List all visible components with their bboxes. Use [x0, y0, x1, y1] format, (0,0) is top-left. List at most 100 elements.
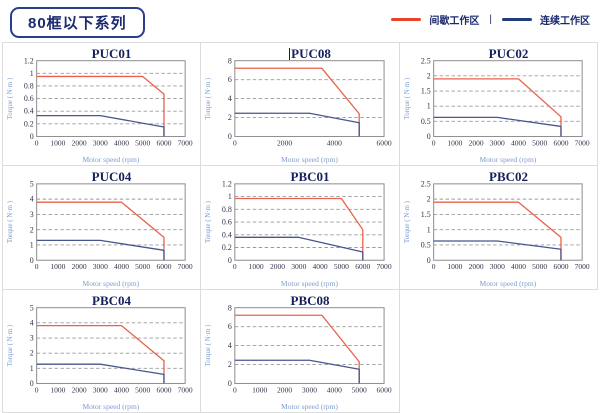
svg-text:3000: 3000: [93, 262, 108, 271]
svg-text:Torque ( N·m ): Torque ( N·m ): [204, 201, 212, 243]
svg-text:1.5: 1.5: [421, 87, 431, 96]
svg-text:4000: 4000: [114, 262, 129, 271]
svg-text:1000: 1000: [447, 138, 462, 147]
svg-text:0: 0: [228, 132, 232, 141]
svg-text:2: 2: [30, 225, 34, 234]
svg-text:6000: 6000: [377, 138, 392, 147]
svg-text:6000: 6000: [156, 262, 171, 271]
svg-text:0: 0: [30, 379, 34, 388]
svg-text:1: 1: [30, 364, 34, 373]
svg-text:3000: 3000: [490, 262, 505, 271]
svg-text:4000: 4000: [327, 385, 342, 394]
chart-title-pbc02: PBC02: [489, 169, 528, 184]
svg-text:0: 0: [233, 385, 237, 394]
svg-text:0: 0: [228, 379, 232, 388]
svg-text:4000: 4000: [313, 262, 328, 271]
svg-text:6000: 6000: [553, 262, 568, 271]
chart-grid: 0 0.2 0.4 0.6 0.8 1 1.2 0 1000 2000 3000 4000 5000 60…: [2, 42, 598, 413]
svg-text:0: 0: [35, 262, 39, 271]
svg-text:3000: 3000: [93, 385, 108, 394]
svg-text:0: 0: [228, 256, 232, 265]
svg-text:0: 0: [233, 262, 237, 271]
svg-text:6000: 6000: [156, 138, 171, 147]
svg-text:1: 1: [228, 192, 232, 201]
svg-text:Motor speed (rpm): Motor speed (rpm): [82, 155, 139, 164]
chart-legend: 间歇工作区 | 连续工作区: [391, 12, 590, 27]
svg-text:2000: 2000: [469, 138, 484, 147]
svg-text:1: 1: [30, 69, 34, 78]
svg-text:0.4: 0.4: [222, 230, 232, 239]
svg-text:7000: 7000: [178, 385, 193, 394]
svg-text:3: 3: [30, 210, 34, 219]
svg-text:0.6: 0.6: [24, 94, 34, 103]
svg-text:3000: 3000: [93, 138, 108, 147]
svg-text:1000: 1000: [249, 262, 264, 271]
svg-text:2.5: 2.5: [421, 179, 431, 188]
svg-text:1.2: 1.2: [24, 56, 34, 65]
svg-text:0: 0: [233, 138, 237, 147]
svg-text:Torque ( N·m ): Torque ( N·m ): [404, 78, 411, 120]
svg-text:Motor speed (rpm): Motor speed (rpm): [83, 279, 140, 288]
svg-text:1.2: 1.2: [222, 179, 232, 188]
svg-text:Motor speed (rpm): Motor speed (rpm): [82, 402, 139, 411]
svg-text:5000: 5000: [352, 385, 367, 394]
svg-text:7000: 7000: [575, 138, 590, 147]
continuous-zone-line-swatch: [502, 18, 532, 21]
svg-text:0.6: 0.6: [222, 218, 232, 227]
svg-text:Torque ( N·m ): Torque ( N·m ): [7, 201, 14, 243]
svg-text:3000: 3000: [490, 138, 505, 147]
chart-canvas-pbc08: 0 2 4 6 8 0 1000 2000 3000 4000 5000 6000 Motor spee…: [205, 303, 392, 411]
svg-text:3: 3: [30, 334, 34, 343]
svg-text:8: 8: [228, 303, 232, 312]
chart-cell-pbc02: 0 0.5 1 1.5 2 2.5 0 1000 2000 3000 4000 5000 6000 700…: [400, 166, 598, 290]
svg-text:2: 2: [427, 195, 431, 204]
chart-title-puc02: PUC02: [488, 46, 529, 61]
svg-text:2000: 2000: [277, 385, 292, 394]
svg-text:1000: 1000: [447, 262, 462, 271]
svg-text:4: 4: [228, 94, 232, 103]
chart-canvas-puc02: 0 0.5 1 1.5 2 2.5 0 1000 2000 3000 4000 5000 6000 700…: [404, 56, 590, 164]
svg-text:6: 6: [228, 322, 232, 331]
intermittent-zone-line-swatch: [391, 18, 422, 21]
svg-text:1000: 1000: [50, 138, 65, 147]
svg-text:1: 1: [427, 225, 431, 234]
svg-text:7000: 7000: [178, 138, 193, 147]
svg-text:3000: 3000: [302, 385, 317, 394]
series-title-badge: 80框以下系列: [10, 7, 145, 38]
svg-text:0.8: 0.8: [24, 82, 34, 91]
chart-canvas-puc08: 0 2 4 6 8 0 2000 4000 6000 Motor speed (rpm) Torqu…: [205, 56, 392, 164]
svg-text:5: 5: [30, 179, 34, 188]
svg-text:Torque ( N·m ): Torque ( N·m ): [404, 201, 411, 243]
svg-text:5000: 5000: [135, 138, 150, 147]
svg-text:0.2: 0.2: [222, 243, 232, 252]
svg-text:0.5: 0.5: [421, 241, 431, 250]
svg-text:5000: 5000: [135, 385, 150, 394]
svg-text:Torque ( N·m ): Torque ( N·m ): [7, 78, 14, 120]
legend-separator: |: [489, 14, 492, 25]
svg-text:1: 1: [30, 241, 34, 250]
svg-text:Motor speed (rpm): Motor speed (rpm): [281, 402, 338, 411]
chart-cell-puc08: 0 2 4 6 8 0 2000 4000 6000 Motor speed (rpm) Torqu…: [201, 42, 400, 166]
svg-text:1000: 1000: [252, 385, 267, 394]
svg-text:6000: 6000: [377, 385, 392, 394]
chart-title-puc01: PUC01: [91, 46, 132, 61]
svg-text:Motor speed (rpm): Motor speed (rpm): [479, 155, 536, 164]
chart-title-pbc04: PBC04: [92, 293, 131, 308]
svg-text:6000: 6000: [355, 262, 370, 271]
chart-cell-pbc08: 0 2 4 6 8 0 1000 2000 3000 4000 5000 6000 Motor spee…: [201, 290, 400, 413]
svg-text:0: 0: [30, 132, 34, 141]
svg-text:2000: 2000: [469, 262, 484, 271]
svg-text:0: 0: [427, 132, 431, 141]
svg-text:4: 4: [228, 341, 232, 350]
svg-text:2.5: 2.5: [421, 56, 431, 65]
text-cursor-artifact: [289, 48, 291, 60]
svg-text:2: 2: [228, 360, 232, 369]
svg-text:0.4: 0.4: [24, 107, 34, 116]
chart-cell-pbc04: 0 1 2 3 4 5 0 1000 2000 3000 4000 5000 6000 7000 Motor…: [2, 290, 201, 413]
svg-text:5: 5: [30, 303, 34, 312]
svg-text:1000: 1000: [50, 262, 65, 271]
svg-text:Motor speed (rpm): Motor speed (rpm): [281, 155, 338, 164]
svg-text:4000: 4000: [327, 138, 342, 147]
svg-text:1000: 1000: [50, 385, 65, 394]
svg-text:2000: 2000: [270, 262, 285, 271]
